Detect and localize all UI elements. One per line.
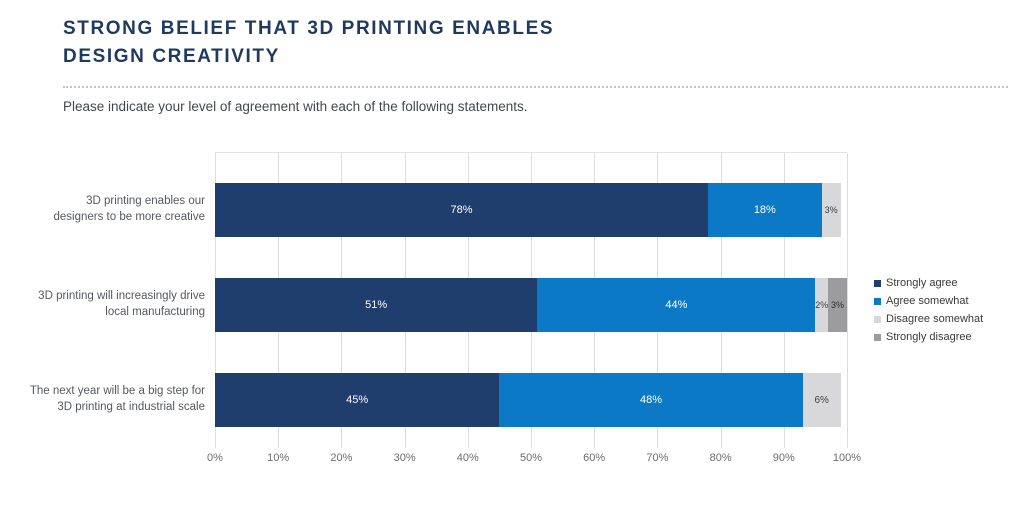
category-label-line: local manufacturing	[105, 306, 205, 318]
page-title: STRONG BELIEF THAT 3D PRINTING ENABLES D…	[63, 15, 554, 71]
legend-swatch	[874, 280, 881, 287]
legend-label: Disagree somewhat	[886, 313, 984, 325]
legend-item: Strongly disagree	[874, 331, 983, 343]
x-tick-label: 30%	[393, 452, 416, 464]
x-tick-label: 60%	[583, 452, 606, 464]
bar-segment: 3%	[828, 278, 847, 332]
category-label-line: 3D printing at industrial scale	[57, 401, 205, 413]
bar-segment-label: 44%	[665, 299, 688, 311]
bar-segment-label: 3%	[824, 205, 838, 215]
bar-segment-label: 6%	[814, 394, 829, 406]
x-tick-label: 100%	[832, 452, 862, 464]
legend-label: Strongly disagree	[886, 331, 972, 343]
page-title-line-1: STRONG BELIEF THAT 3D PRINTING ENABLES	[63, 18, 555, 39]
bar-segment: 48%	[499, 373, 803, 427]
plot-area: 78% 18% 3% 51% 44% 2% 3% 45% 48% 6%	[215, 152, 848, 448]
legend-item: Disagree somewhat	[874, 313, 983, 325]
bar-segment-label: 18%	[753, 204, 776, 216]
bar-segment-label: 3%	[830, 300, 844, 310]
bar-row: 78% 18% 3%	[215, 183, 841, 237]
bar-row: 45% 48% 6%	[215, 373, 841, 427]
legend-swatch	[874, 316, 881, 323]
legend-swatch	[874, 334, 881, 341]
bar-segment: 18%	[707, 183, 822, 237]
legend-label: Agree somewhat	[886, 295, 969, 307]
gridline	[847, 153, 848, 448]
bar-segment: 51%	[215, 278, 538, 332]
bar-row: 51% 44% 2% 3%	[215, 278, 847, 332]
x-tick-label: 0%	[207, 452, 223, 464]
category-label-line: 3D printing will increasingly drive	[38, 290, 205, 302]
page-title-line-2: DESIGN CREATIVITY	[63, 46, 280, 67]
bar-segment: 6%	[802, 373, 841, 427]
category-label: The next year will be a big step for 3D p…	[25, 383, 205, 415]
legend-item: Strongly agree	[874, 277, 983, 289]
x-tick-label: 40%	[456, 452, 479, 464]
legend-label: Strongly agree	[886, 277, 958, 289]
survey-question-text: Please indicate your level of agreement …	[63, 99, 528, 114]
x-tick-label: 20%	[330, 452, 353, 464]
bar-segment: 45%	[215, 373, 500, 427]
dotted-divider	[63, 86, 1008, 88]
bar-segment: 3%	[821, 183, 841, 237]
x-tick-label: 70%	[646, 452, 669, 464]
legend-swatch	[874, 298, 881, 305]
category-label: 3D printing will increasingly drive local…	[25, 288, 205, 320]
bar-segment-label: 2%	[815, 300, 829, 310]
x-tick-label: 90%	[772, 452, 795, 464]
legend-item: Agree somewhat	[874, 295, 983, 307]
bar-segment: 2%	[815, 278, 828, 332]
x-tick-label: 50%	[519, 452, 543, 464]
bar-segment-label: 78%	[450, 204, 473, 216]
category-label: 3D printing enables our designers to be m…	[25, 193, 206, 225]
bar-segment-label: 45%	[346, 394, 369, 406]
x-tick-label: 10%	[267, 452, 290, 464]
bar-segment-label: 51%	[365, 299, 388, 311]
category-label-line: designers to be more creative	[53, 211, 206, 223]
category-label-line: 3D printing enables our	[86, 195, 205, 207]
category-label-line: The next year will be a big step for	[29, 385, 205, 397]
legend: Strongly agree Agree somewhat Disagree som…	[874, 277, 983, 349]
bar-segment-label: 48%	[640, 394, 663, 406]
bar-segment: 44%	[537, 278, 816, 332]
x-tick-label: 80%	[709, 452, 732, 464]
bar-segment: 78%	[215, 183, 708, 237]
